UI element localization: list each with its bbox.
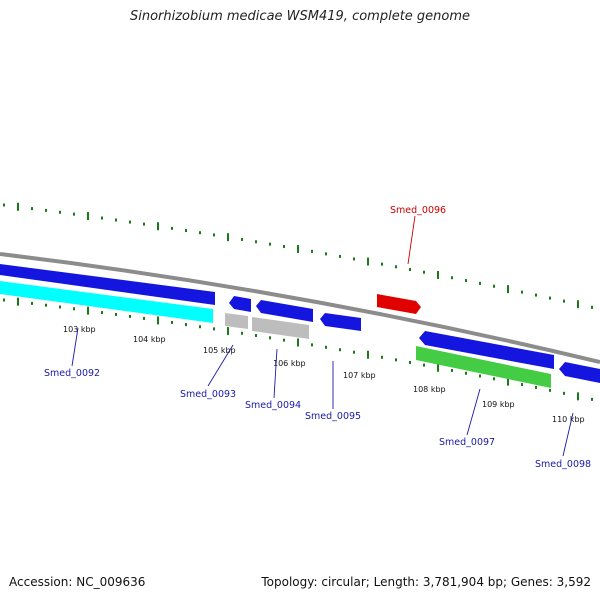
- tick-label-108kbp: 108 kbp: [413, 385, 446, 394]
- feature-smed-0094[interactable]: [256, 300, 313, 322]
- tick-label-105kbp: 105 kbp: [203, 346, 236, 355]
- gene-label-smed-0098[interactable]: Smed_0098: [535, 459, 591, 470]
- leader-smed-0098: [562, 412, 574, 457]
- feature-smed-0095[interactable]: [320, 313, 361, 331]
- backbone-line: [0, 252, 600, 364]
- genome-summary: Topology: circular; Length: 3,781,904 bp…: [261, 575, 591, 589]
- feature-cyan-region[interactable]: [0, 281, 213, 323]
- gene-label-smed-0092[interactable]: Smed_0092: [44, 368, 100, 379]
- feature-smed-0093[interactable]: [229, 296, 251, 312]
- label-leader-lines: [71, 215, 574, 457]
- feature-forward-large[interactable]: [0, 264, 215, 305]
- feature-smed-0097-strand[interactable]: [419, 331, 554, 369]
- leader-smed-0094: [273, 348, 278, 399]
- leader-smed-0092: [71, 327, 79, 367]
- gene-label-smed-0093[interactable]: Smed_0093: [180, 389, 236, 400]
- tick-label-103kbp: 103 kbp: [63, 325, 96, 334]
- gene-label-smed-0094[interactable]: Smed_0094: [245, 400, 301, 411]
- tick-label-109kbp: 109 kbp: [482, 400, 515, 409]
- tick-label-110kbp: 110 kbp: [552, 415, 585, 424]
- inner-tick-track: [3, 297, 593, 401]
- gene-label-smed-0095[interactable]: Smed_0095: [305, 411, 361, 422]
- tick-label-106kbp: 106 kbp: [273, 359, 306, 368]
- leader-smed-0096: [407, 215, 416, 265]
- map-title: Sinorhizobium medicae WSM419, complete g…: [129, 9, 471, 24]
- feature-gray-0094[interactable]: [252, 317, 309, 339]
- tick-label-104kbp: 104 kbp: [133, 335, 166, 344]
- gene-label-smed-0097[interactable]: Smed_0097: [439, 437, 495, 448]
- feature-smed-0098[interactable]: [559, 362, 600, 383]
- gene-label-smed-0096[interactable]: Smed_0096: [390, 205, 446, 216]
- feature-green-0097[interactable]: [416, 346, 551, 388]
- accession-label: Accession: NC_009636: [9, 575, 146, 589]
- outer-tick-track: [3, 202, 593, 309]
- feature-smed-0096[interactable]: [377, 294, 421, 314]
- tick-label-107kbp: 107 kbp: [343, 371, 376, 380]
- leader-smed-0097: [466, 388, 481, 436]
- feature-gray-0093[interactable]: [225, 313, 248, 329]
- leader-smed-0093: [207, 344, 234, 387]
